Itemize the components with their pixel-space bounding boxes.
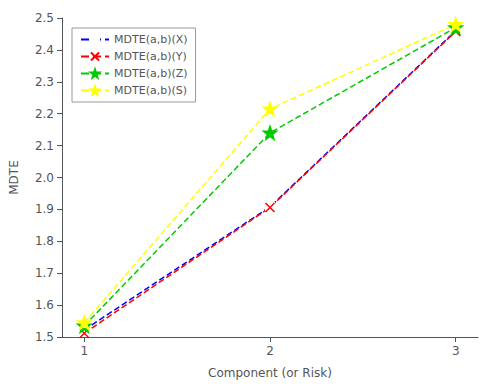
svg-text:MDTE(a,b)(S): MDTE(a,b)(S) [114, 84, 187, 97]
svg-text:2.3: 2.3 [35, 75, 54, 89]
svg-text:2: 2 [266, 344, 274, 358]
svg-text:MDTE(a,b)(Z): MDTE(a,b)(Z) [114, 67, 188, 80]
svg-text:Component (or Risk): Component (or Risk) [208, 366, 332, 380]
svg-text:MDTE: MDTE [7, 160, 21, 195]
svg-text:1.7: 1.7 [35, 266, 54, 280]
svg-text:1: 1 [80, 344, 88, 358]
svg-text:1.6: 1.6 [35, 298, 54, 312]
svg-text:1.8: 1.8 [35, 234, 54, 248]
svg-text:3: 3 [452, 344, 460, 358]
svg-text:2.2: 2.2 [35, 107, 54, 121]
svg-text:MDTE(a,b)(X): MDTE(a,b)(X) [114, 33, 188, 46]
svg-text:2.0: 2.0 [35, 171, 54, 185]
svg-text:2.4: 2.4 [35, 43, 54, 57]
svg-text:MDTE(a,b)(Y): MDTE(a,b)(Y) [114, 50, 187, 63]
svg-text:1.9: 1.9 [35, 202, 54, 216]
svg-text:2.1: 2.1 [35, 139, 54, 153]
svg-text:2.5: 2.5 [35, 11, 54, 25]
svg-text:1.5: 1.5 [35, 330, 54, 344]
